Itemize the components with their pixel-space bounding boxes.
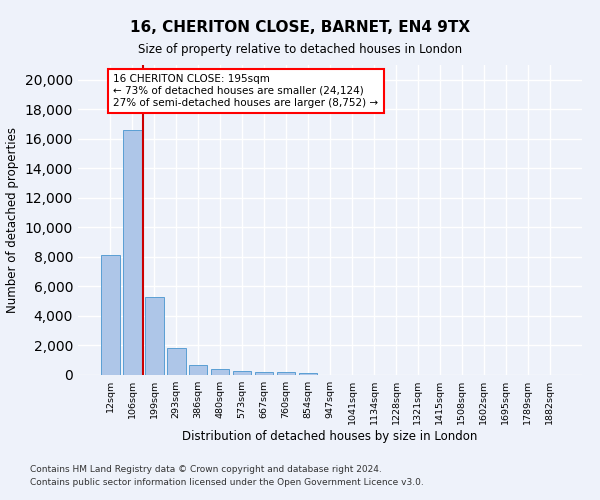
Text: Contains HM Land Registry data © Crown copyright and database right 2024.: Contains HM Land Registry data © Crown c… bbox=[30, 466, 382, 474]
Bar bbox=[189, 365, 208, 375]
Bar bbox=[145, 297, 164, 375]
Bar bbox=[255, 372, 274, 375]
Text: Size of property relative to detached houses in London: Size of property relative to detached ho… bbox=[138, 42, 462, 56]
Bar bbox=[101, 256, 119, 375]
Bar bbox=[211, 370, 229, 375]
X-axis label: Distribution of detached houses by size in London: Distribution of detached houses by size … bbox=[182, 430, 478, 443]
Text: 16 CHERITON CLOSE: 195sqm
← 73% of detached houses are smaller (24,124)
27% of s: 16 CHERITON CLOSE: 195sqm ← 73% of detac… bbox=[113, 74, 379, 108]
Bar bbox=[277, 372, 295, 375]
Bar bbox=[123, 130, 142, 375]
Bar bbox=[233, 370, 251, 375]
Bar bbox=[299, 372, 317, 375]
Y-axis label: Number of detached properties: Number of detached properties bbox=[6, 127, 19, 313]
Text: 16, CHERITON CLOSE, BARNET, EN4 9TX: 16, CHERITON CLOSE, BARNET, EN4 9TX bbox=[130, 20, 470, 35]
Text: Contains public sector information licensed under the Open Government Licence v3: Contains public sector information licen… bbox=[30, 478, 424, 487]
Bar bbox=[167, 348, 185, 375]
